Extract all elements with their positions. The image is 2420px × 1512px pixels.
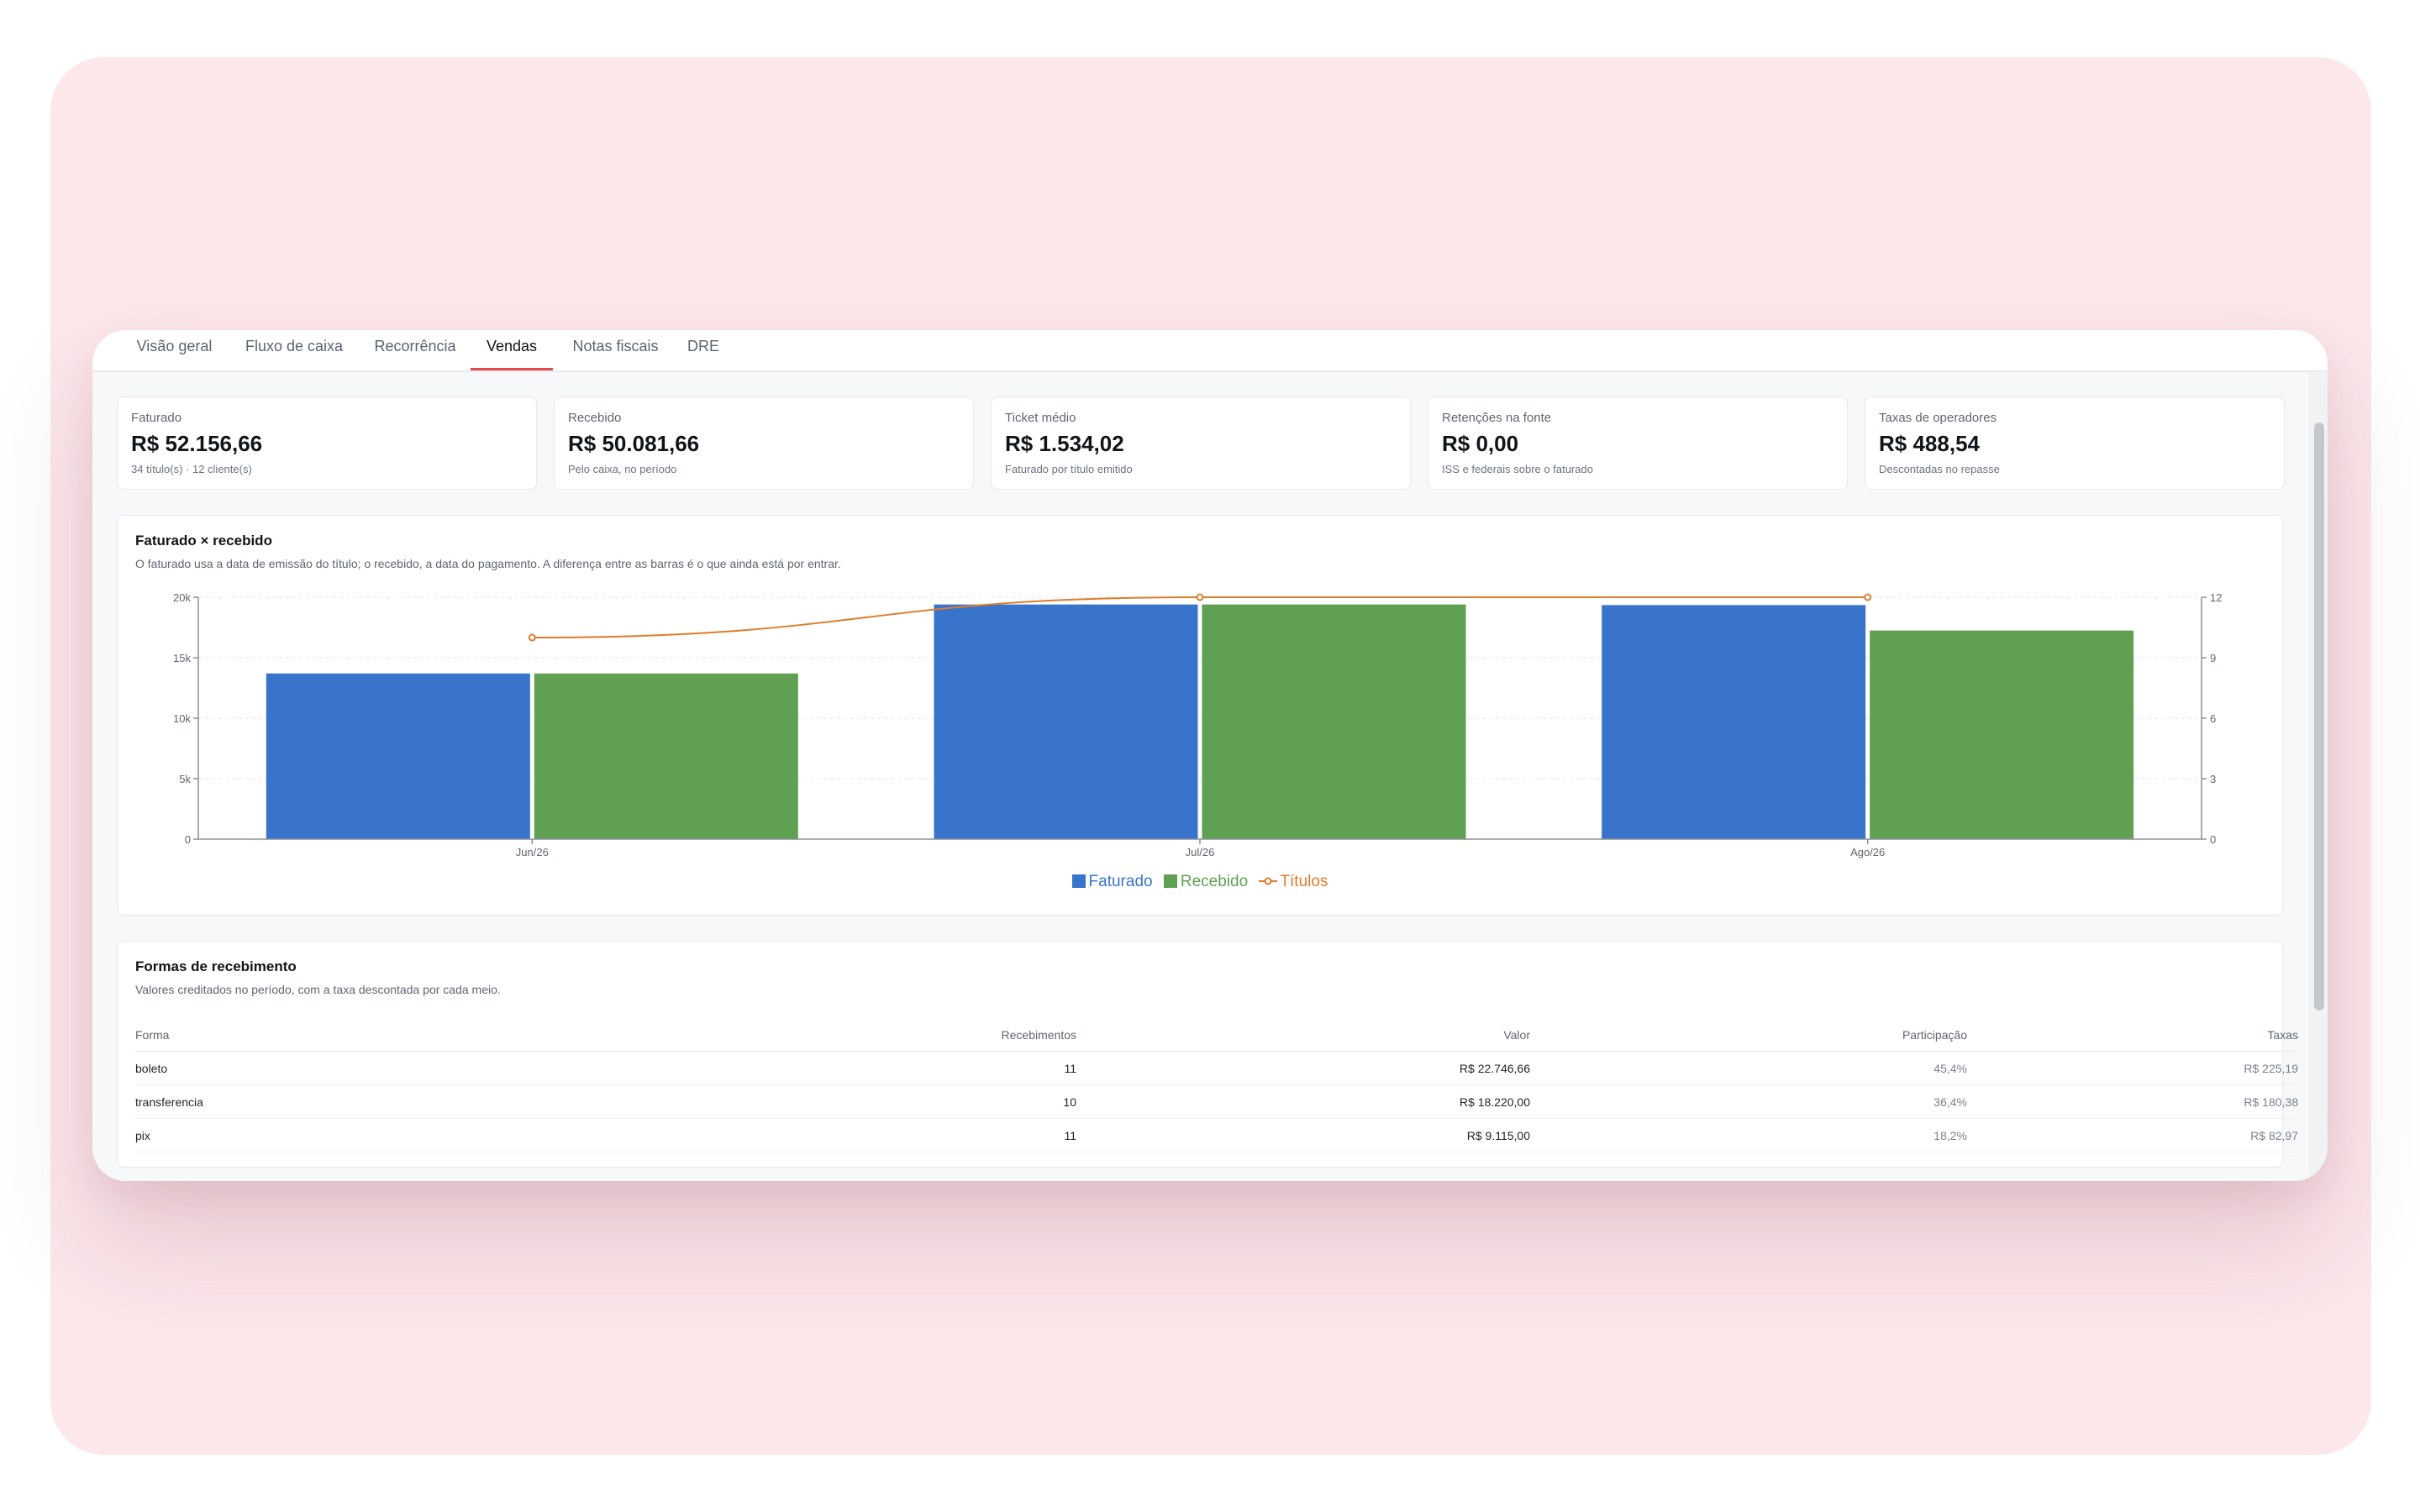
app-window: Visão geral Fluxo de caixa Recorrência V… bbox=[92, 330, 2328, 1181]
bar-recebido bbox=[1870, 630, 2134, 839]
scrollbar-track[interactable] bbox=[2309, 372, 2328, 1181]
chart-legend: Faturado Recebido Títulos bbox=[118, 873, 2282, 891]
payments-title: Formas de recebimento bbox=[135, 958, 297, 974]
kpi-subtext: Pelo caixa, no período bbox=[568, 463, 677, 475]
tab-visao-geral[interactable]: Visão geral bbox=[136, 338, 213, 354]
y-right-tick-label: 12 bbox=[2210, 591, 2222, 604]
payments-subtitle: Valores creditados no período, com a tax… bbox=[135, 983, 501, 996]
bar-recebido bbox=[534, 673, 798, 839]
y-left-tick-label: 10k bbox=[173, 712, 191, 725]
y-left-tick-label: 15k bbox=[173, 652, 191, 664]
kpi-label: Ticket médio bbox=[1005, 411, 1076, 425]
kpi-subtext: Descontadas no repasse bbox=[1879, 463, 2000, 475]
kpi-label: Recebido bbox=[568, 411, 622, 425]
legend-line-icon-titulos bbox=[1259, 877, 1278, 885]
point-títulos bbox=[1196, 593, 1204, 601]
bar-faturado bbox=[1602, 605, 1866, 839]
cell-taxas: R$ 180,38 bbox=[1967, 1084, 2298, 1119]
kpi-subtext: 34 título(s) · 12 cliente(s) bbox=[131, 463, 252, 475]
legend-item-titulos[interactable]: Títulos bbox=[1259, 873, 1328, 891]
kpi-label: Taxas de operadores bbox=[1879, 411, 1997, 425]
cell-valor: R$ 9.115,00 bbox=[1076, 1118, 1530, 1152]
bar-faturado bbox=[934, 604, 1198, 839]
legend-item-recebido[interactable]: Recebido bbox=[1163, 873, 1249, 891]
kpi-label: Faturado bbox=[131, 411, 182, 425]
x-tick-label: Ago/26 bbox=[1850, 846, 1885, 858]
cell-recebimentos: 11 bbox=[471, 1118, 1076, 1152]
table-row[interactable]: pix 11 R$ 9.115,00 18,2% R$ 82,97 bbox=[135, 1118, 2298, 1152]
kpi-label: Retenções na fonte bbox=[1442, 411, 1552, 425]
tab-dre[interactable]: DRE bbox=[687, 338, 719, 354]
kpi-value: R$ 52.156,66 bbox=[131, 431, 263, 456]
kpi-card-faturado: Faturado R$ 52.156,66 34 título(s) · 12 … bbox=[117, 396, 537, 490]
kpi-card-retencoes: Retenções na fonte R$ 0,00 ISS e federai… bbox=[1428, 396, 1848, 490]
cell-forma: transferencia bbox=[135, 1084, 471, 1119]
tab-notas-fiscais[interactable]: Notas fiscais bbox=[572, 338, 659, 354]
bar-recebido bbox=[1202, 604, 1466, 839]
y-left-tick-label: 0 bbox=[185, 833, 191, 846]
scrollbar-thumb[interactable] bbox=[2314, 423, 2324, 1011]
cell-taxas: R$ 82,97 bbox=[1967, 1118, 2298, 1152]
kpi-value: R$ 0,00 bbox=[1442, 431, 1519, 456]
payments-card: Formas de recebimento Valores creditados… bbox=[117, 941, 2298, 1168]
sales-panel: Faturado R$ 52.156,66 34 título(s) · 12 … bbox=[92, 372, 2328, 1181]
cell-valor: R$ 22.746,66 bbox=[1076, 1051, 1530, 1085]
cell-participacao: 45,4% bbox=[1530, 1051, 1967, 1085]
column-header-participacao[interactable]: Participação bbox=[1530, 1019, 1967, 1052]
column-header-valor[interactable]: Valor bbox=[1076, 1019, 1530, 1052]
chart-subtitle: O faturado usa a data de emissão do títu… bbox=[135, 557, 841, 570]
cell-recebimentos: 10 bbox=[471, 1084, 1076, 1119]
point-títulos bbox=[1864, 593, 1872, 601]
kpi-value: R$ 1.534,02 bbox=[1005, 431, 1124, 456]
tab-bar: Visão geral Fluxo de caixa Recorrência V… bbox=[92, 330, 2328, 372]
legend-label-titulos: Títulos bbox=[1280, 873, 1328, 890]
x-tick-label: Jul/26 bbox=[1186, 846, 1215, 858]
cell-forma: pix bbox=[135, 1118, 471, 1152]
y-right-tick-label: 6 bbox=[2210, 712, 2216, 725]
table-header-row: Forma Recebimentos Valor Participação Ta… bbox=[135, 1019, 2298, 1052]
kpi-card-taxas: Taxas de operadores R$ 488,54 Descontada… bbox=[1865, 396, 2285, 490]
cell-valor: R$ 18.220,00 bbox=[1076, 1084, 1530, 1119]
y-left-tick-label: 5k bbox=[179, 773, 191, 785]
kpi-subtext: ISS e federais sobre o faturado bbox=[1442, 463, 1593, 475]
kpi-value: R$ 488,54 bbox=[1879, 431, 1980, 456]
combo-chart: 0 5k 10k 15k 20k 0 3 6 9 12 Jun/26 Jul/26 Ago/26 bbox=[173, 591, 2222, 858]
x-tick-label: Jun/26 bbox=[516, 846, 549, 858]
y-right-tick-label: 9 bbox=[2210, 652, 2216, 664]
cell-taxas: R$ 225,19 bbox=[1967, 1051, 2298, 1085]
y-right-tick-label: 3 bbox=[2210, 773, 2216, 785]
cell-participacao: 36,4% bbox=[1530, 1084, 1967, 1119]
point-títulos bbox=[528, 633, 536, 642]
cell-forma: boleto bbox=[135, 1051, 471, 1085]
cell-recebimentos: 11 bbox=[471, 1051, 1076, 1085]
column-header-forma[interactable]: Forma bbox=[135, 1019, 471, 1052]
column-header-recebimentos[interactable]: Recebimentos bbox=[471, 1019, 1076, 1052]
legend-label-recebido: Recebido bbox=[1180, 873, 1249, 890]
legend-label-faturado: Faturado bbox=[1088, 873, 1153, 890]
tab-fluxo-de-caixa[interactable]: Fluxo de caixa bbox=[245, 338, 344, 354]
table-row[interactable]: boleto 11 R$ 22.746,66 45,4% R$ 225,19 bbox=[135, 1051, 2298, 1085]
kpi-value: R$ 50.081,66 bbox=[568, 431, 700, 456]
column-header-taxas[interactable]: Taxas bbox=[1967, 1019, 2298, 1052]
y-left-tick-label: 20k bbox=[173, 591, 191, 604]
chart-card: Faturado × recebido O faturado usa a dat… bbox=[117, 515, 2283, 916]
tab-vendas[interactable]: Vendas bbox=[471, 330, 553, 370]
cell-participacao: 18,2% bbox=[1530, 1118, 1967, 1152]
legend-item-faturado[interactable]: Faturado bbox=[1071, 873, 1153, 891]
legend-swatch-recebido bbox=[1163, 874, 1177, 888]
chart-title: Faturado × recebido bbox=[135, 533, 272, 549]
payments-table: Forma Recebimentos Valor Participação Ta… bbox=[135, 1019, 2298, 1152]
legend-swatch-faturado bbox=[1071, 874, 1086, 888]
table-row[interactable]: transferencia 10 R$ 18.220,00 36,4% R$ 1… bbox=[135, 1084, 2298, 1119]
y-right-tick-label: 0 bbox=[2210, 833, 2216, 846]
kpi-subtext: Faturado por título emitido bbox=[1005, 463, 1133, 475]
kpi-card-recebido: Recebido R$ 50.081,66 Pelo caixa, no per… bbox=[554, 396, 974, 490]
tab-recorrencia[interactable]: Recorrência bbox=[374, 338, 456, 354]
kpi-card-ticket-medio: Ticket médio R$ 1.534,02 Faturado por tí… bbox=[991, 396, 1411, 490]
bar-faturado bbox=[266, 673, 530, 839]
